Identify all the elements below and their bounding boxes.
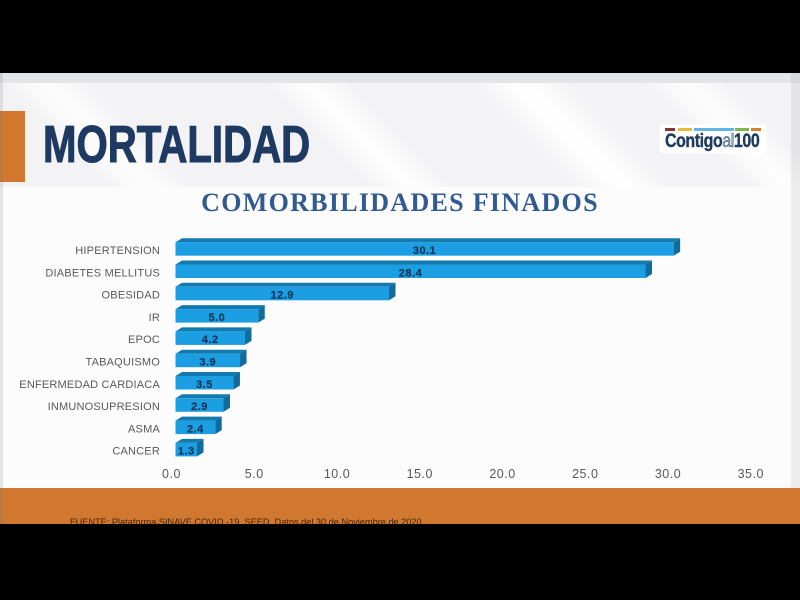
svg-text:3.9: 3.9 [199,356,216,368]
svg-text:IR: IR [149,312,160,324]
svg-text:EPOC: EPOC [128,334,160,346]
svg-text:1.3: 1.3 [178,446,195,458]
svg-text:0.0: 0.0 [162,467,181,481]
svg-text:12.9: 12.9 [271,290,294,302]
svg-text:5.0: 5.0 [208,312,225,324]
svg-text:HIPERTENSION: HIPERTENSION [75,245,160,257]
svg-text:2.9: 2.9 [191,401,208,413]
svg-text:2.4: 2.4 [187,423,204,435]
svg-text:DIABETES MELLITUS: DIABETES MELLITUS [45,267,160,279]
svg-text:30.0: 30.0 [655,467,681,481]
svg-text:ENFERMEDAD CARDIACA: ENFERMEDAD CARDIACA [19,379,160,391]
svg-text:OBESIDAD: OBESIDAD [102,290,160,302]
svg-text:20.0: 20.0 [489,467,515,481]
svg-text:4.2: 4.2 [202,334,219,346]
svg-text:TABAQUISMO: TABAQUISMO [85,356,160,368]
svg-text:28.4: 28.4 [399,267,423,279]
svg-text:15.0: 15.0 [407,467,433,481]
svg-text:25.0: 25.0 [572,467,598,481]
svg-text:INMUNOSUPRESION: INMUNOSUPRESION [48,401,160,413]
svg-text:3.5: 3.5 [196,379,213,391]
svg-text:30.1: 30.1 [413,245,436,257]
svg-text:ASMA: ASMA [128,423,160,435]
svg-text:CANCER: CANCER [112,446,160,458]
svg-text:5.0: 5.0 [245,467,264,481]
svg-text:35.0: 35.0 [738,467,764,481]
svg-text:10.0: 10.0 [324,467,350,481]
